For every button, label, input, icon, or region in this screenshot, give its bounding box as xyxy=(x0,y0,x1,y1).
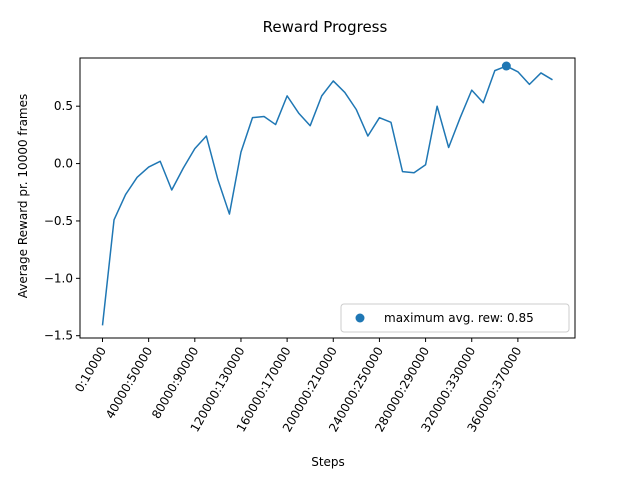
y-tick-label: −0.5 xyxy=(44,214,73,228)
y-tick-label: −1.0 xyxy=(44,271,73,285)
y-tick-label: −1.5 xyxy=(44,329,73,343)
axes-frame xyxy=(79,57,576,339)
chart-title: Reward Progress xyxy=(263,18,388,36)
legend-marker xyxy=(355,313,365,323)
legend-label: maximum avg. rew: 0.85 xyxy=(384,311,534,325)
y-tick-label: 0.5 xyxy=(54,99,73,113)
reward-line xyxy=(101,65,553,326)
legend: maximum avg. rew: 0.85 xyxy=(340,303,570,333)
y-axis-label: Average Reward pr. 10000 frames xyxy=(16,94,30,299)
x-axis-label: Steps xyxy=(311,455,345,469)
y-tick-label: 0.0 xyxy=(54,157,73,171)
max-reward-marker xyxy=(501,61,511,71)
legend-box xyxy=(340,303,570,333)
